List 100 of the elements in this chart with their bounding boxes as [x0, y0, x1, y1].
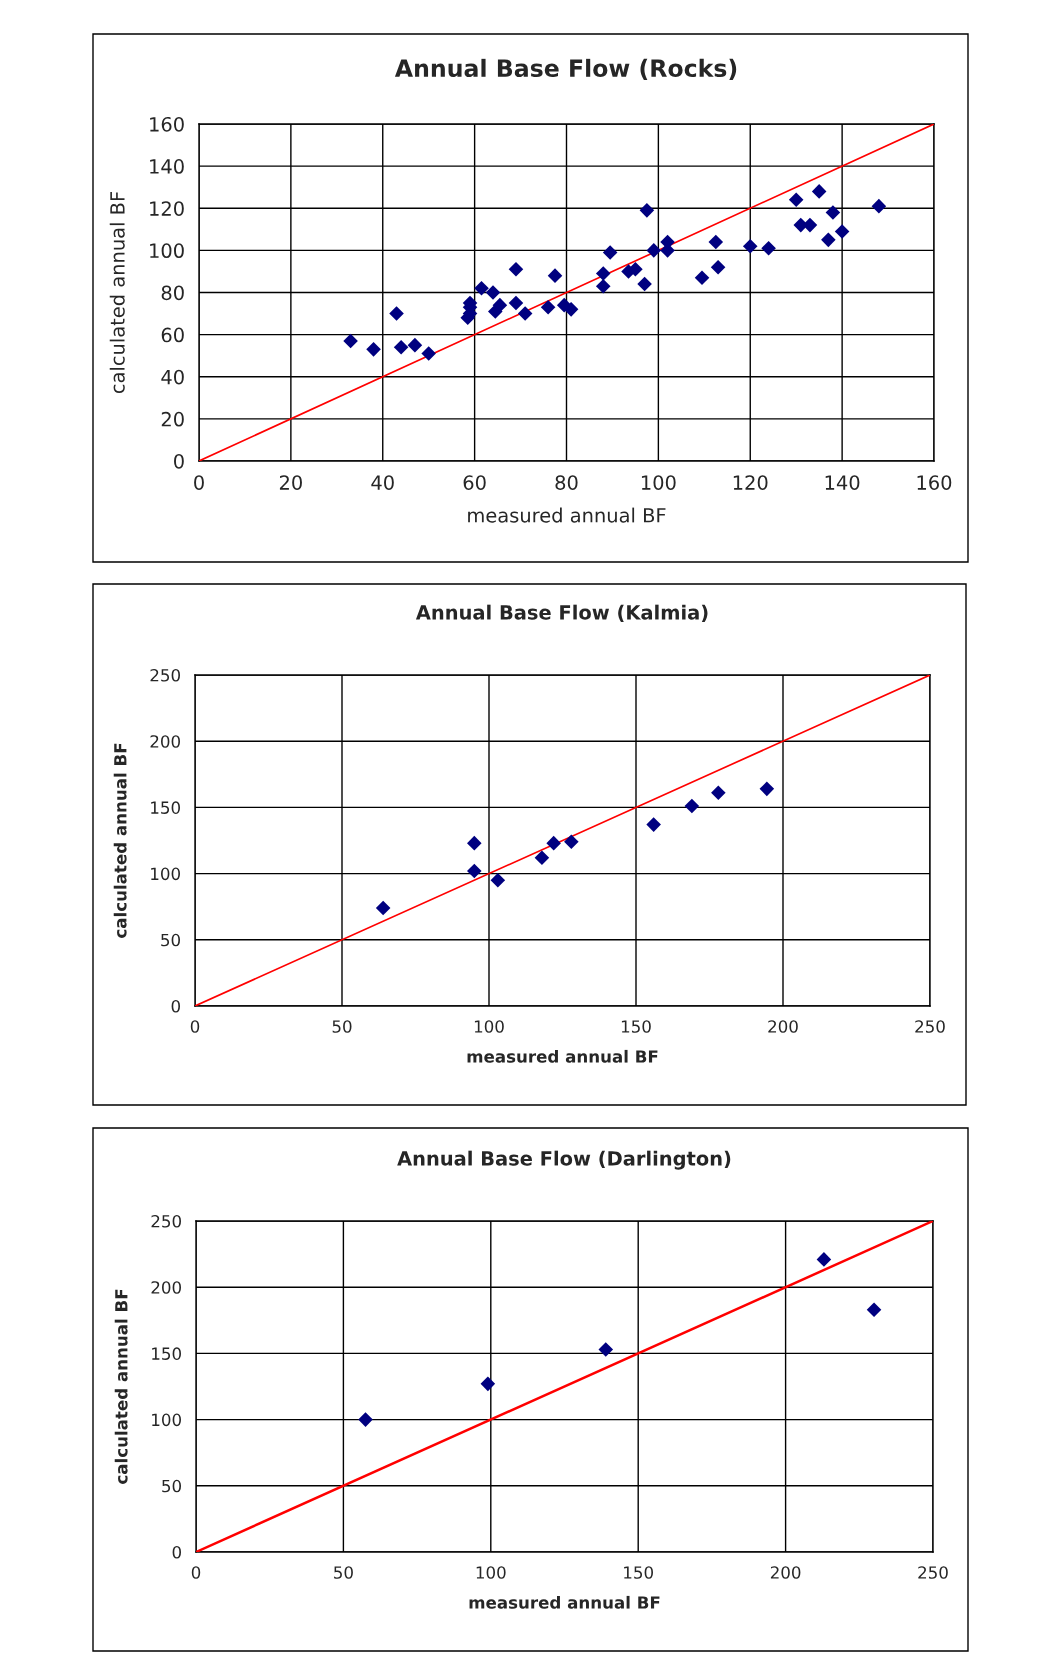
point	[474, 281, 489, 296]
point	[393, 339, 409, 355]
x-tick-label: 40	[371, 475, 394, 490]
x-tick-label: 100	[474, 1020, 504, 1033]
x-tick-label: 200	[770, 1566, 801, 1579]
y-tick-label: 100	[151, 867, 180, 881]
point	[546, 835, 561, 851]
y-tick-label: 0	[172, 1545, 181, 1559]
y-tick-label: 100	[150, 243, 184, 259]
point	[646, 817, 661, 832]
x-tick-label: 160	[917, 475, 952, 490]
point	[547, 268, 563, 283]
point	[467, 835, 482, 851]
x-tick-label: 150	[621, 1020, 651, 1033]
point	[637, 276, 652, 292]
point	[467, 863, 482, 879]
point	[407, 337, 423, 353]
point	[788, 192, 804, 208]
point	[595, 266, 611, 281]
y-axis-title: calculated annual BF	[109, 191, 125, 394]
point	[821, 232, 836, 248]
x-tick-label: 100	[641, 475, 676, 490]
point	[540, 299, 556, 315]
point	[742, 238, 758, 254]
point	[639, 203, 655, 218]
y-tick-label: 140	[150, 159, 184, 174]
x-tick-label: 50	[332, 1020, 352, 1033]
x-tick-label: 250	[918, 1566, 948, 1579]
point	[602, 245, 618, 260]
y-tick-label: 0	[171, 999, 180, 1013]
y-tick-label: 60	[161, 327, 184, 343]
point	[646, 243, 662, 258]
y-tick-label: 150	[151, 801, 180, 814]
point	[871, 198, 887, 214]
y-tick-label: 80	[161, 285, 184, 301]
x-axis-title: measured annual BF	[467, 1049, 658, 1063]
point	[508, 262, 524, 277]
point	[684, 798, 700, 814]
y-tick-label: 40	[161, 369, 184, 385]
x-tick-label: 20	[279, 475, 302, 490]
y-axis-title: calculated annual BF	[114, 1289, 128, 1484]
x-tick-label: 100	[476, 1566, 506, 1579]
point	[517, 306, 533, 321]
point	[816, 1252, 832, 1267]
point	[761, 240, 776, 256]
y-tick-label: 150	[152, 1347, 181, 1360]
y-tick-label: 250	[150, 668, 180, 682]
point	[480, 1376, 496, 1392]
y-tick-label: 200	[151, 1281, 181, 1294]
x-tick-label: 140	[825, 475, 860, 490]
x-tick-label: 200	[768, 1020, 798, 1033]
point	[564, 834, 579, 850]
x-tick-label: 80	[555, 475, 578, 490]
point	[421, 346, 436, 361]
y-tick-label: 50	[162, 1479, 181, 1493]
point	[358, 1412, 373, 1427]
point	[866, 1302, 882, 1317]
point	[485, 285, 501, 300]
point	[694, 270, 710, 286]
y-tick-label: 20	[161, 411, 184, 427]
point	[492, 297, 508, 313]
y-tick-label: 100	[152, 1413, 181, 1427]
x-tick-label: 250	[915, 1020, 945, 1033]
y-tick-label: 50	[161, 933, 180, 947]
x-tick-label: 50	[334, 1566, 353, 1579]
point	[366, 342, 381, 357]
x-tick-label: 60	[463, 475, 486, 490]
x-axis-title: measured annual BF	[468, 507, 666, 523]
y-tick-label: 120	[150, 201, 184, 216]
x-axis-title: measured annual BF	[469, 1595, 660, 1609]
point	[710, 259, 726, 275]
y-tick-label: 250	[151, 1214, 181, 1228]
point	[598, 1342, 614, 1357]
point	[811, 184, 827, 199]
point	[825, 205, 841, 220]
x-tick-label: 0	[190, 1020, 200, 1033]
point	[628, 262, 643, 277]
x-tick-label: 150	[624, 1566, 653, 1579]
x-tick-label: 120	[733, 475, 768, 490]
y-tick-label: 0	[174, 453, 184, 469]
point	[708, 234, 724, 250]
x-tick-label: 0	[194, 475, 204, 490]
point	[563, 302, 579, 317]
point	[595, 278, 611, 294]
x-tick-label: 0	[191, 1566, 201, 1579]
y-tick-label: 200	[150, 735, 180, 748]
chart-title: Annual Base Flow (Darlington)	[397, 1150, 731, 1170]
point	[834, 224, 850, 239]
point	[711, 785, 726, 801]
y-tick-label: 160	[150, 116, 184, 132]
point	[534, 850, 550, 865]
point	[343, 333, 358, 349]
y-axis-title: calculated annual BF	[113, 743, 127, 938]
point	[375, 900, 391, 916]
point	[389, 306, 404, 321]
chart-title: Annual Base Flow (Rocks)	[394, 58, 737, 80]
point	[759, 781, 775, 797]
chart-title: Annual Base Flow (Kalmia)	[415, 604, 708, 623]
point	[490, 872, 506, 888]
point	[508, 295, 524, 311]
